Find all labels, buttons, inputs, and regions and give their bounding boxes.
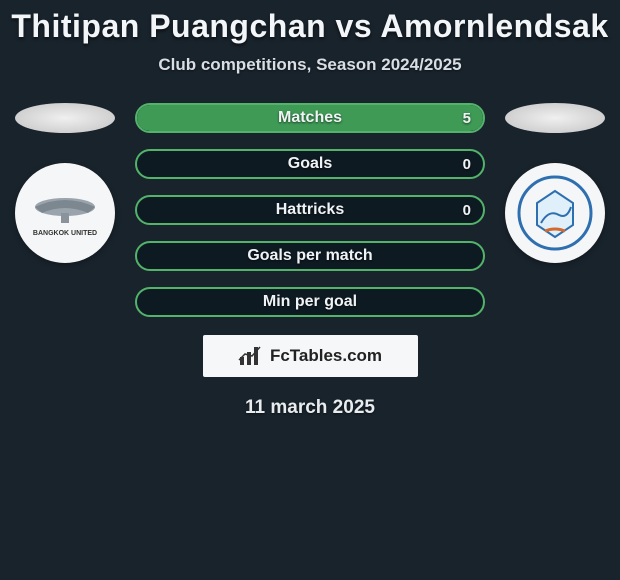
- chart-icon: [238, 345, 264, 367]
- stat-bar: Hattricks0: [135, 195, 485, 225]
- bangkok-united-icon: BANGKOK UNITED: [25, 173, 105, 253]
- left-club-badge: BANGKOK UNITED: [15, 163, 115, 263]
- bar-value-right: 5: [463, 105, 471, 131]
- stat-bar: Goals per match: [135, 241, 485, 271]
- stat-bar: Min per goal: [135, 287, 485, 317]
- stat-bar: Goals0: [135, 149, 485, 179]
- stat-bar: Matches5: [135, 103, 485, 133]
- infographic-root: Thitipan Puangchan vs Amornlendsak Club …: [0, 0, 620, 419]
- right-player-col: [505, 103, 605, 263]
- bar-label: Hattricks: [137, 197, 483, 223]
- left-player-col: BANGKOK UNITED: [15, 103, 115, 263]
- watermark: FcTables.com: [203, 335, 418, 377]
- right-flag-icon: [505, 103, 605, 133]
- bar-label: Goals per match: [137, 243, 483, 269]
- right-club-badge: [505, 163, 605, 263]
- bar-label: Matches: [137, 105, 483, 131]
- bar-label: Goals: [137, 151, 483, 177]
- bar-value-right: 0: [463, 151, 471, 177]
- bar-label: Min per goal: [137, 289, 483, 315]
- port-fc-icon: [515, 173, 595, 253]
- watermark-text: FcTables.com: [270, 346, 382, 366]
- page-title: Thitipan Puangchan vs Amornlendsak: [0, 8, 620, 45]
- date-label: 11 march 2025: [0, 397, 620, 419]
- left-club-label: BANGKOK UNITED: [33, 230, 97, 237]
- left-flag-icon: [15, 103, 115, 133]
- bar-value-right: 0: [463, 197, 471, 223]
- stat-bars: Matches5Goals0Hattricks0Goals per matchM…: [135, 103, 485, 317]
- subtitle: Club competitions, Season 2024/2025: [0, 55, 620, 75]
- comparison-row: BANGKOK UNITED Matches5Goals0Hattricks0G…: [0, 103, 620, 317]
